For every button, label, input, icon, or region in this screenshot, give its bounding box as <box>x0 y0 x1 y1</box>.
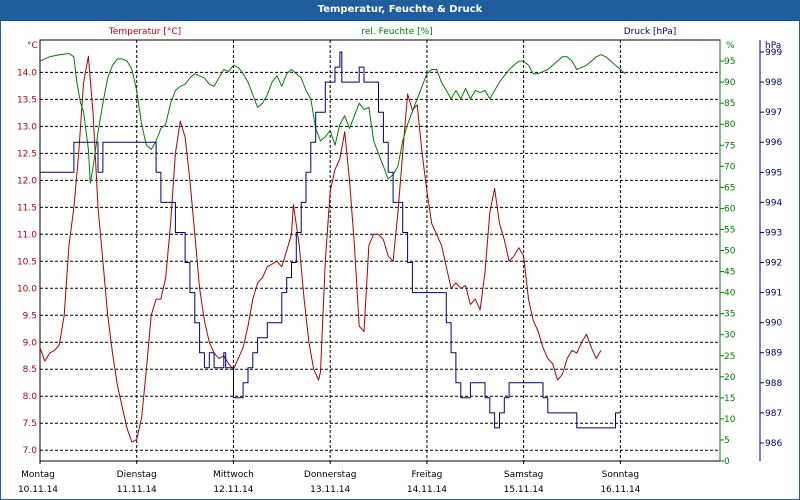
left-tick-label: 13.5 <box>17 95 37 105</box>
right-tick-label: 989 <box>765 349 782 359</box>
middle-tick-label: 90 <box>724 78 736 88</box>
x-tick-label-day: Montag <box>21 470 55 480</box>
temperature-line <box>39 55 602 443</box>
left-tick-label: 7.0 <box>23 446 38 456</box>
humidity-line <box>39 53 626 184</box>
left-tick-label: 7.5 <box>23 419 37 429</box>
middle-tick-label: 30 <box>724 331 736 341</box>
x-tick-label-date: 13.11.14 <box>310 485 350 495</box>
grid <box>40 40 720 461</box>
humidity-axis: 0 5 10 15 20 25 30 35 40 45 50 55 60 65 70 75 80 85 90 95 <box>719 40 736 467</box>
right-tick-label: 997 <box>765 108 782 118</box>
left-tick-label: 9.0 <box>23 338 38 348</box>
middle-tick-label: 60 <box>724 204 736 214</box>
right-tick-label: 992 <box>765 259 782 269</box>
middle-tick-label: 75 <box>724 141 735 151</box>
middle-tick-label: 20 <box>724 373 736 383</box>
middle-tick-label: 35 <box>724 310 735 320</box>
right-tick-label: 999 <box>765 48 782 58</box>
x-tick-label-day: Mittwoch <box>213 470 254 480</box>
middle-tick-label: 15 <box>724 394 735 404</box>
title-bar: Temperatur, Feuchte & Druck <box>1 1 799 21</box>
right-tick-label: 996 <box>765 138 782 148</box>
left-tick-label: 8.0 <box>23 392 38 402</box>
middle-tick-label: 0 <box>724 457 730 467</box>
middle-tick-label: 95 <box>724 57 735 67</box>
middle-tick-label: 45 <box>724 268 735 278</box>
x-tick-label-day: Freitag <box>411 470 442 480</box>
right-tick-label: 994 <box>765 198 782 208</box>
middle-tick-label: 80 <box>724 120 736 130</box>
middle-tick-label: 50 <box>724 247 736 257</box>
left-tick-label: 10.5 <box>17 257 37 267</box>
left-tick-label: 8.5 <box>23 365 37 375</box>
pressure-line <box>40 51 621 429</box>
left-tick-label: 14.0 <box>17 68 37 78</box>
middle-tick-label: 65 <box>724 183 735 193</box>
right-tick-label: 995 <box>765 168 782 178</box>
middle-tick-label: 10 <box>724 415 736 425</box>
plot-area <box>39 39 721 462</box>
x-axis: Montag 10.11.14 Dienstag 11.11.14 Mittwoch 12… <box>18 461 641 495</box>
temperature-axis: 7.0 7.5 8.0 8.5 9.0 9.5 10.0 10.5 11.0 11.5 12.0 12… <box>17 68 37 456</box>
x-tick-label-date: 12.11.14 <box>213 485 253 495</box>
left-tick-label: 12.5 <box>17 149 37 159</box>
right-tick-label: 987 <box>765 409 782 419</box>
pressure-axis: 986 987 988 989 990 991 992 993 994 995 996 997 998 9… <box>759 40 782 461</box>
middle-tick-label: 5 <box>724 436 730 446</box>
right-tick-label: 988 <box>765 379 782 389</box>
right-tick-label: 993 <box>765 228 782 238</box>
pressure-unit-label: hPa <box>765 41 781 51</box>
left-tick-label: 12.0 <box>17 176 37 186</box>
middle-tick-label: 40 <box>724 289 736 299</box>
x-tick-label-date: 14.11.14 <box>407 485 447 495</box>
x-tick-label-day: Donnerstag <box>304 470 357 480</box>
middle-tick-label: 85 <box>724 99 735 109</box>
right-tick-label: 990 <box>765 319 782 329</box>
x-tick-label-day: Dienstag <box>117 470 157 480</box>
x-tick-label-day: Samstag <box>504 470 543 480</box>
legend-temperature: Temperatur [°C] <box>108 27 181 37</box>
middle-tick-label: 55 <box>724 225 735 235</box>
right-tick-label: 986 <box>765 439 782 449</box>
temperature-unit-label: °C <box>27 41 38 51</box>
right-tick-label: 998 <box>765 78 782 88</box>
middle-tick-label: 70 <box>724 162 736 172</box>
left-tick-label: 9.5 <box>23 311 37 321</box>
right-tick-label: 991 <box>765 289 782 299</box>
legend-pressure: Druck [hPa] <box>624 27 677 37</box>
x-tick-label-date: 11.11.14 <box>117 485 157 495</box>
left-tick-label: 11.5 <box>17 203 37 213</box>
chart-title: Temperatur, Feuchte & Druck <box>317 4 483 15</box>
x-tick-label-date: 10.11.14 <box>18 485 58 495</box>
x-tick-label-date: 16.11.14 <box>600 485 640 495</box>
x-tick-label-day: Sonntag <box>602 470 639 480</box>
legend-humidity: rel. Feuchte [%] <box>361 27 432 37</box>
x-tick-label-date: 15.11.14 <box>504 485 544 495</box>
left-tick-label: 10.0 <box>17 284 37 294</box>
series-group <box>39 51 626 443</box>
left-tick-label: 11.0 <box>17 230 37 240</box>
middle-tick-label: 25 <box>724 352 735 362</box>
left-tick-label: 13.0 <box>17 122 37 132</box>
humidity-unit-label: % <box>726 41 735 51</box>
